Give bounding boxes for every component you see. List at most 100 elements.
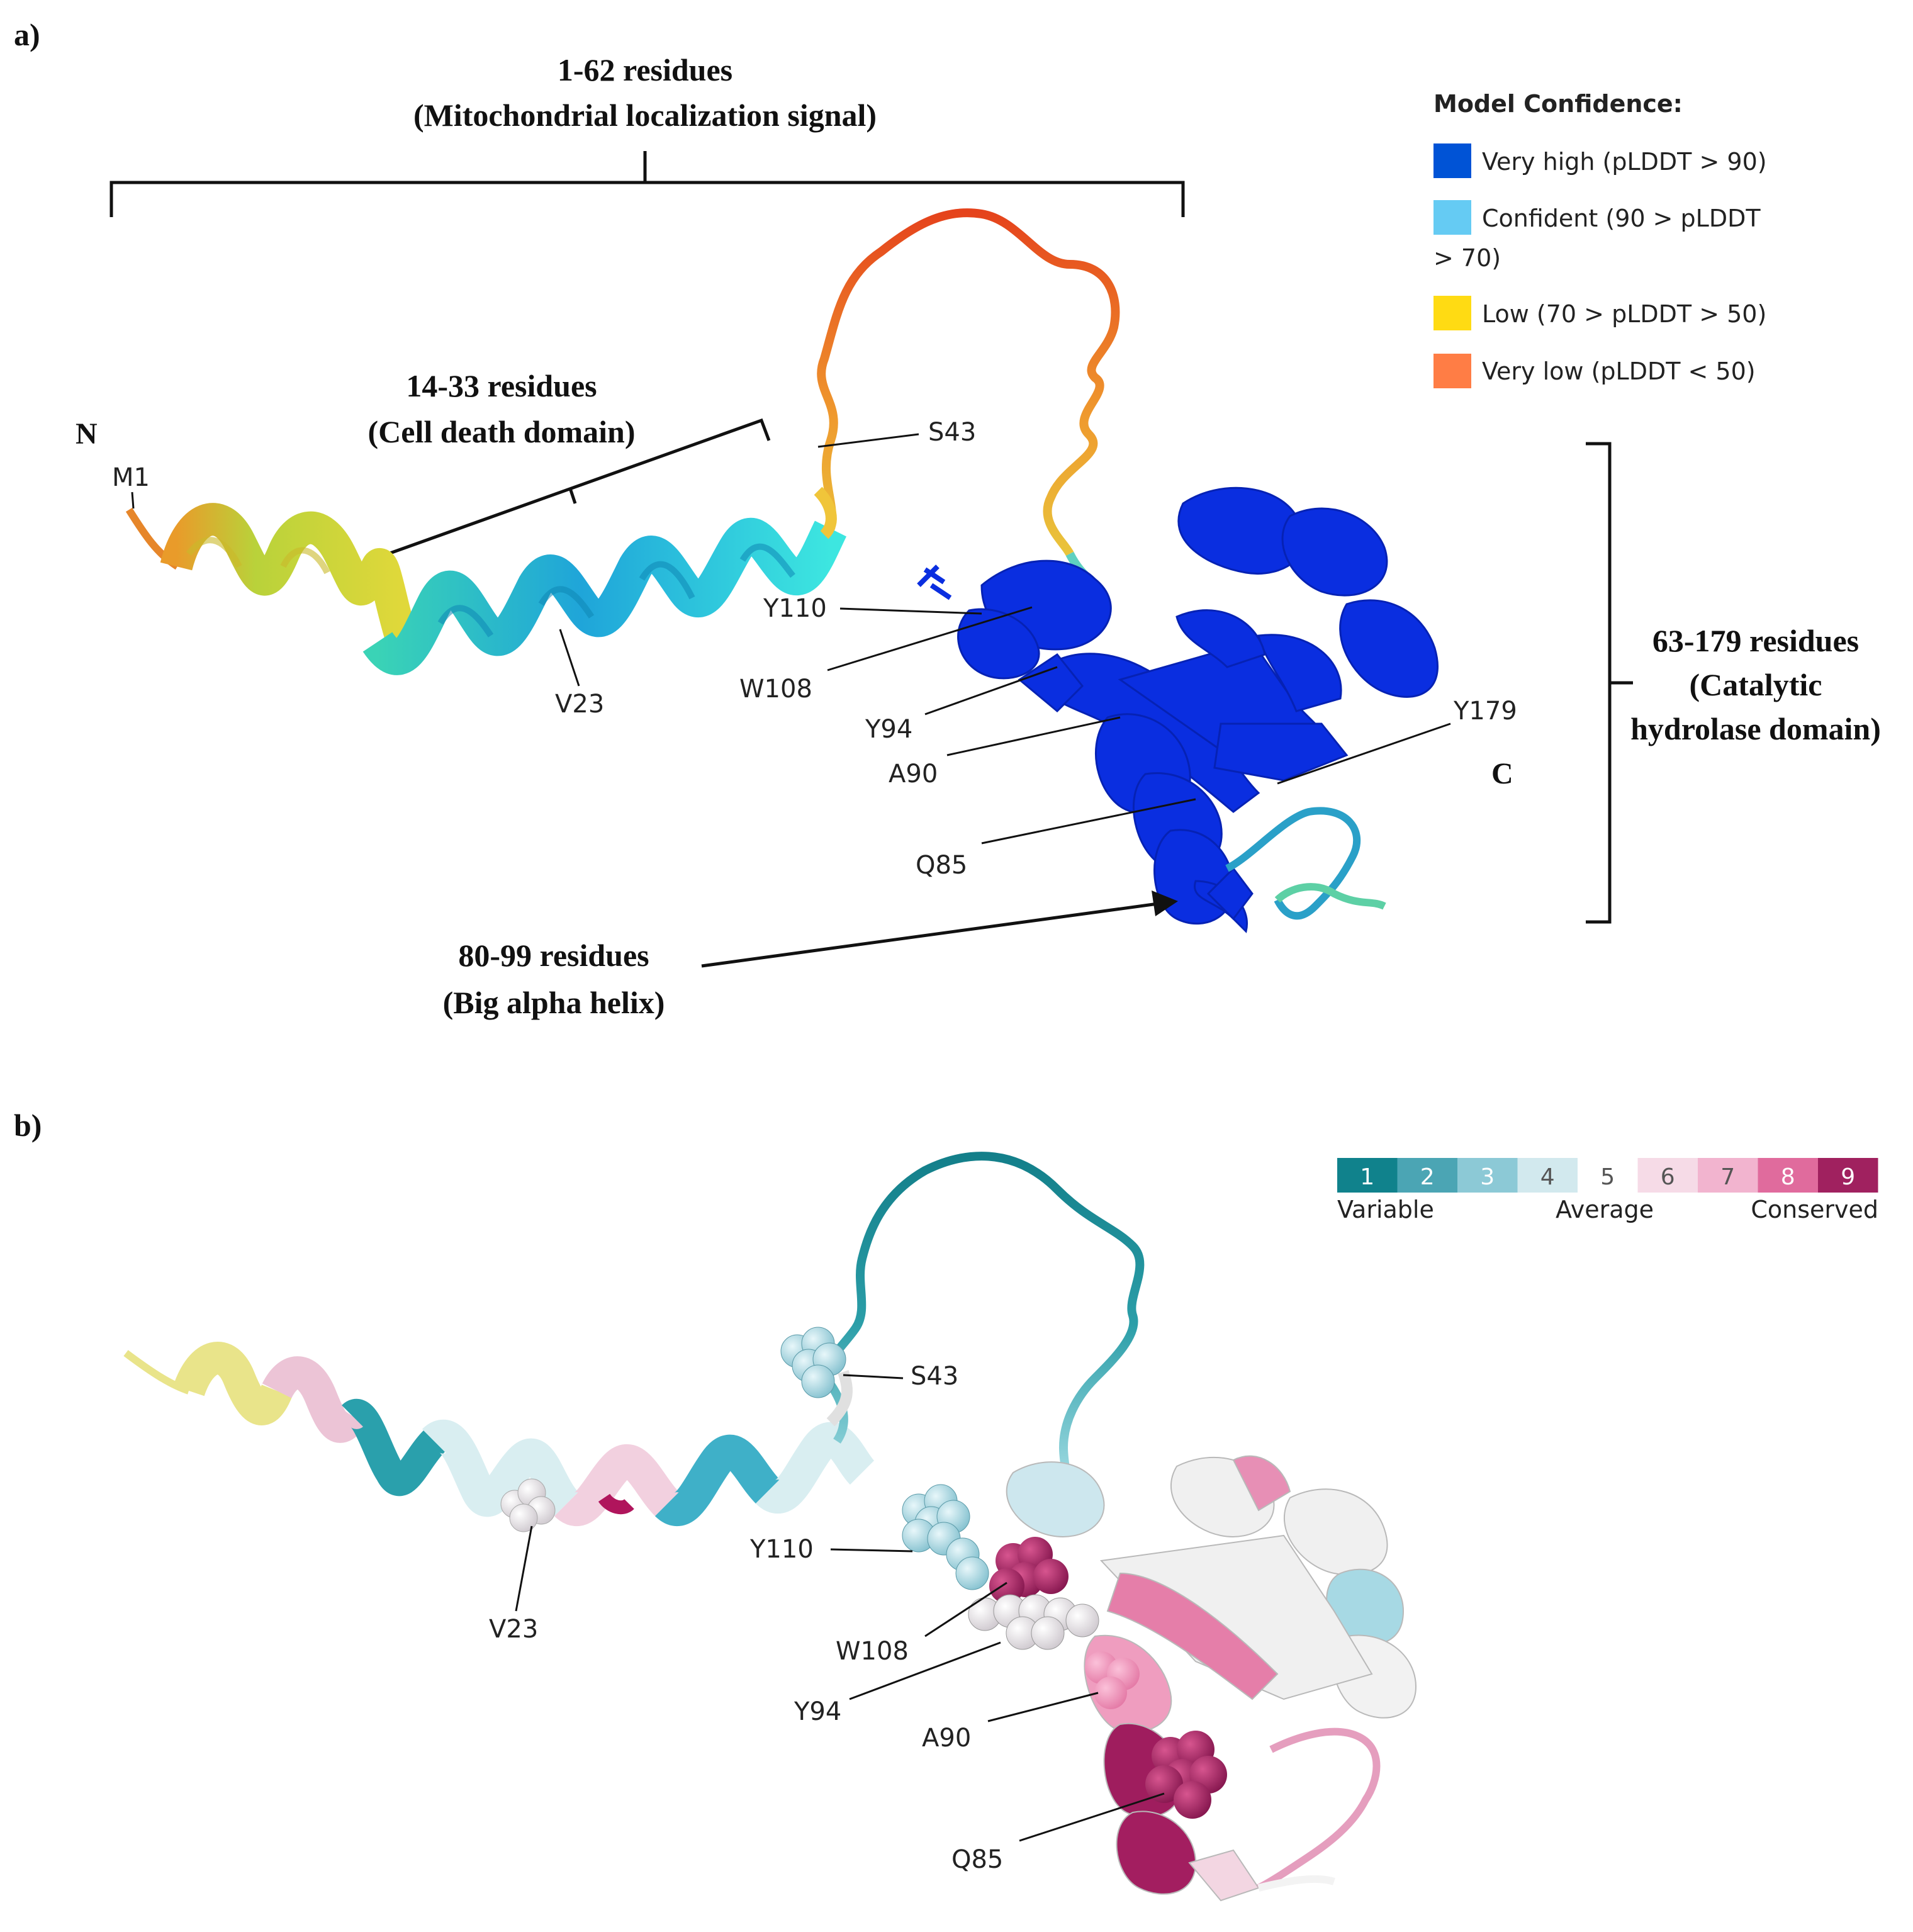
legend-swatch-confident xyxy=(1433,200,1471,235)
c-terminal-loop xyxy=(1225,807,1361,920)
s43-leader xyxy=(817,433,919,448)
b-residue-q85-label: Q85 xyxy=(951,1845,1003,1874)
b-w108-leader xyxy=(924,1581,1007,1637)
s43-spheres xyxy=(780,1327,846,1398)
b-c-terminal-loop xyxy=(1257,1727,1381,1892)
residue-y179-label: Y179 xyxy=(1453,697,1517,726)
n-terminal-helix xyxy=(125,503,418,648)
c-terminal-tail xyxy=(1274,883,1386,910)
legend-confident-2: > 70) xyxy=(1433,244,1501,272)
legend-very-low: Very low (pLDDT < 50) xyxy=(1482,357,1756,385)
panel-a: a) 1-62 residues (Mitochondrial localiza… xyxy=(14,17,1881,1020)
residue-v23-label: V23 xyxy=(555,690,604,719)
b-residue-v23-label: V23 xyxy=(489,1615,538,1644)
legend-low: Low (70 > pLDDT > 50) xyxy=(1482,300,1766,328)
legend-swatch-very-high xyxy=(1433,143,1471,178)
b-a90-leader xyxy=(987,1692,1099,1722)
residue-y110-label: Y110 xyxy=(763,594,827,623)
panel-b-label: b) xyxy=(14,1108,42,1143)
scale-number-5: 5 xyxy=(1600,1164,1615,1190)
cdd-label-line2: (Cell death domain) xyxy=(368,414,636,449)
msl-bracket xyxy=(109,151,1185,217)
y179-leader xyxy=(1277,722,1451,785)
scale-number-4: 4 xyxy=(1540,1164,1555,1190)
b-s43-leader xyxy=(843,1374,904,1379)
helix-label-line1: 80-99 residues xyxy=(458,938,649,973)
y110-sidechain xyxy=(917,564,952,600)
b-residue-y110-label: Y110 xyxy=(749,1535,814,1564)
scale-number-9: 9 xyxy=(1841,1164,1855,1190)
scale-box-5 xyxy=(1578,1158,1638,1193)
scale-box-3 xyxy=(1457,1158,1518,1193)
legend-very-high: Very high (pLDDT > 90) xyxy=(1482,148,1767,176)
b-catalytic-domain xyxy=(1006,1455,1417,1902)
b-y94-leader xyxy=(849,1641,1001,1700)
scale-number-8: 8 xyxy=(1781,1164,1795,1190)
w108-leader xyxy=(827,606,1033,671)
scale-variable-label: Variable xyxy=(1337,1196,1434,1223)
legend-confident-1: Confident (90 > pLDDT xyxy=(1482,205,1761,232)
v23-leader xyxy=(559,629,580,687)
cdd-label-line1: 14-33 residues xyxy=(406,368,597,403)
v23-spheres xyxy=(500,1478,556,1532)
b-loop xyxy=(822,1152,1145,1494)
scale-number-7: 7 xyxy=(1720,1164,1735,1190)
scale-number-1: 1 xyxy=(1360,1164,1374,1190)
b-s43-segment xyxy=(826,1370,853,1427)
residue-a90-label: A90 xyxy=(889,760,938,789)
scale-box-8 xyxy=(1758,1158,1818,1193)
scale-box-1 xyxy=(1337,1158,1398,1193)
conservation-scale: 1 2 3 4 5 6 7 8 9 xyxy=(1337,1158,1878,1193)
b-q85-leader xyxy=(1019,1792,1165,1842)
scale-number-2: 2 xyxy=(1420,1164,1435,1190)
legend-swatch-very-low xyxy=(1433,354,1471,388)
scale-box-2 xyxy=(1397,1158,1457,1193)
helix-arrow-head xyxy=(1152,890,1178,916)
c-terminus-label: C xyxy=(1491,757,1513,790)
y110-leader xyxy=(839,607,982,615)
scale-number-6: 6 xyxy=(1661,1164,1675,1190)
disordered-loop xyxy=(817,208,1120,556)
b-residue-s43-label: S43 xyxy=(911,1362,958,1391)
scale-box-6 xyxy=(1637,1158,1698,1193)
a90-leader xyxy=(946,716,1121,756)
residue-m1-label: M1 xyxy=(112,463,150,492)
confidence-legend: Model Confidence: Very high (pLDDT > 90)… xyxy=(1433,90,1767,388)
y94-spheres xyxy=(968,1594,1099,1650)
y110-spheres xyxy=(902,1484,989,1590)
a90-spheres xyxy=(1085,1651,1140,1709)
q85-spheres xyxy=(1145,1731,1227,1819)
catalytic-label-line3: hydrolase domain) xyxy=(1630,711,1881,746)
msl-label-line1: 1-62 residues xyxy=(558,52,732,87)
catalytic-label-line2: (Catalytic xyxy=(1689,667,1822,702)
m1-leader xyxy=(131,491,135,509)
residue-w108-label: W108 xyxy=(739,675,812,704)
y94-leader xyxy=(924,666,1058,716)
b-residue-y94-label: Y94 xyxy=(794,1697,841,1726)
scale-box-9 xyxy=(1818,1158,1878,1193)
b-residue-w108-label: W108 xyxy=(836,1637,909,1666)
b-residue-a90-label: A90 xyxy=(922,1724,971,1753)
b-c-terminal-tail xyxy=(1257,1875,1335,1892)
scale-average-label: Average xyxy=(1556,1196,1654,1223)
b-n-terminal-helix xyxy=(123,1342,875,1526)
catalytic-domain-structure xyxy=(957,486,1439,933)
s43-segment xyxy=(814,486,837,539)
scale-box-4 xyxy=(1517,1158,1578,1193)
cell-death-helix xyxy=(362,518,847,675)
residue-s43-label: S43 xyxy=(928,418,976,447)
q85-leader xyxy=(981,798,1196,845)
legend-title: Model Confidence: xyxy=(1433,90,1683,118)
msl-label-line2: (Mitochondrial localization signal) xyxy=(413,98,877,133)
scale-conserved-label: Conserved xyxy=(1751,1196,1878,1223)
b-v23-leader xyxy=(515,1525,533,1612)
catalytic-bracket xyxy=(1586,442,1633,924)
panel-b: b) 1 2 3 4 5 6 7 8 9 Variable Average Conserved xyxy=(14,1108,1878,1902)
helix-arrow-line xyxy=(701,902,1158,968)
scale-box-7 xyxy=(1698,1158,1758,1193)
panel-a-label: a) xyxy=(14,17,40,52)
scale-number-3: 3 xyxy=(1480,1164,1495,1190)
helix-label-line2: (Big alpha helix) xyxy=(443,985,665,1020)
residue-y94-label: Y94 xyxy=(865,715,912,744)
